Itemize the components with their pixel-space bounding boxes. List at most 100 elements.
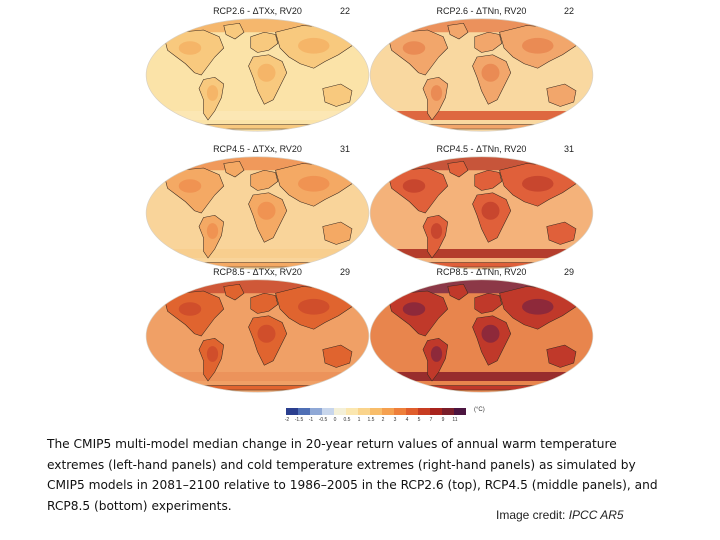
hotspot xyxy=(430,85,443,101)
panel-title: RCP8.5 - ΔTNn, RV20 xyxy=(436,267,527,277)
colorbar-tick-label: 5 xyxy=(417,417,421,423)
colorbar-tick-label: 0 xyxy=(333,417,337,423)
map-panel: RCP4.5 - ΔTNn, RV20 31 xyxy=(369,144,594,272)
continent-australia xyxy=(322,344,353,368)
continent-greenland xyxy=(447,22,469,40)
hotspot xyxy=(257,201,276,220)
colorbar-tick-label: 0.5 xyxy=(343,417,351,423)
southern-ocean-band xyxy=(146,249,369,258)
credit-source: IPCC AR5 xyxy=(568,508,624,522)
colorbar-swatch xyxy=(406,408,418,415)
continent-australia xyxy=(322,221,353,245)
continent-greenland xyxy=(223,283,245,301)
colorbar-tick-label: 4 xyxy=(405,417,409,423)
colorbar-tick-label: -1.5 xyxy=(294,417,304,423)
hotspot xyxy=(522,298,554,315)
world-map xyxy=(369,18,594,132)
continent-europe xyxy=(474,31,503,53)
world-map xyxy=(145,279,370,393)
panel-model-count: 31 xyxy=(340,144,351,154)
colorbar-swatch xyxy=(310,408,322,415)
continent-europe xyxy=(250,31,279,53)
world-map xyxy=(145,156,370,270)
panel-model-count: 31 xyxy=(564,144,575,154)
panel-title: RCP4.5 - ΔTXx, RV20 xyxy=(213,144,302,154)
colorbar-swatch xyxy=(286,408,298,415)
continent-australia xyxy=(322,83,353,107)
continent-europe xyxy=(474,292,503,314)
continent-greenland xyxy=(223,22,245,40)
continent-antarctica xyxy=(178,385,337,391)
map-outline xyxy=(145,18,370,132)
map-panel: RCP2.6 - ΔTXx, RV20 22 xyxy=(145,6,370,134)
hotspot xyxy=(481,63,500,82)
colorbar-tick-label: 2 xyxy=(381,417,385,423)
map-outline xyxy=(369,18,594,132)
hotspot xyxy=(481,324,500,343)
continent-australia xyxy=(546,344,577,368)
continent-greenland xyxy=(447,160,469,178)
credit-prefix: Image credit: xyxy=(496,508,569,522)
continent-greenland xyxy=(223,160,245,178)
hotspot xyxy=(402,41,426,55)
southern-ocean-band xyxy=(146,372,369,381)
continent-europe xyxy=(474,169,503,191)
colorbar-tick-label: 9 xyxy=(441,417,445,423)
colorbar-ticks: -2 -1.5 -1 -0.5 0 0.5 1 1.5 2 3 4 5 7 9 11 xyxy=(281,417,461,423)
colorbar-swatch xyxy=(454,408,466,415)
hotspot xyxy=(522,37,554,54)
world-map xyxy=(369,156,594,270)
hotspot xyxy=(298,175,330,192)
colorbar-swatch xyxy=(418,408,430,415)
continent-antarctica xyxy=(178,124,337,130)
map-outline xyxy=(145,279,370,393)
southern-ocean-band xyxy=(370,249,593,258)
continent-australia xyxy=(546,221,577,245)
panel-title: RCP8.5 - ΔTXx, RV20 xyxy=(213,267,302,277)
colorbar-swatch xyxy=(346,408,358,415)
continent-europe xyxy=(250,169,279,191)
colorbar-swatch xyxy=(358,408,370,415)
hotspot xyxy=(402,179,426,193)
figure-caption: The CMIP5 multi-model median change in 2… xyxy=(47,437,658,513)
panel-model-count: 22 xyxy=(340,6,351,16)
colorbar-tick-label: -0.5 xyxy=(318,417,328,423)
hotspot xyxy=(257,324,276,343)
hotspot xyxy=(481,201,500,220)
southern-ocean-band xyxy=(146,111,369,120)
map-panel: RCP2.6 - ΔTNn, RV20 22 xyxy=(369,6,594,134)
world-map xyxy=(369,279,594,393)
panel-title: RCP4.5 - ΔTNn, RV20 xyxy=(436,144,527,154)
colorbar-tick-label: 3 xyxy=(393,417,397,423)
hotspot xyxy=(430,223,443,239)
hotspot xyxy=(522,175,554,192)
continent-australia xyxy=(546,83,577,107)
hotspot xyxy=(298,37,330,54)
colorbar-swatch xyxy=(394,408,406,415)
hotspot xyxy=(402,302,426,316)
panel-model-count: 22 xyxy=(564,6,575,16)
panel-model-count: 29 xyxy=(564,267,575,277)
colorbar-tick-label: -1 xyxy=(308,417,314,423)
panel-model-count: 29 xyxy=(340,267,351,277)
colorbar-tick-label: 11 xyxy=(452,417,458,423)
map-outline xyxy=(369,279,594,393)
hotspot xyxy=(206,85,219,101)
colorbar-unit: (°C) xyxy=(474,407,485,413)
hotspot xyxy=(298,298,330,315)
panel-title: RCP2.6 - ΔTXx, RV20 xyxy=(213,6,302,16)
hotspot xyxy=(178,179,202,193)
continent-antarctica xyxy=(402,385,561,391)
hotspot xyxy=(206,223,219,239)
hotspot xyxy=(430,346,443,362)
image-credit: Image credit: IPCC AR5 xyxy=(496,508,624,522)
colorbar-tick-label: -2 xyxy=(284,417,290,423)
colorbar-tick-label: 1 xyxy=(357,417,361,423)
world-map xyxy=(145,18,370,132)
southern-ocean-band xyxy=(370,111,593,120)
hotspot xyxy=(178,302,202,316)
colorbar-swatch xyxy=(370,408,382,415)
map-panel: RCP8.5 - ΔTXx, RV20 29 xyxy=(145,267,370,395)
map-panel: RCP8.5 - ΔTNn, RV20 29 xyxy=(369,267,594,395)
panel-title: RCP2.6 - ΔTNn, RV20 xyxy=(436,6,527,16)
